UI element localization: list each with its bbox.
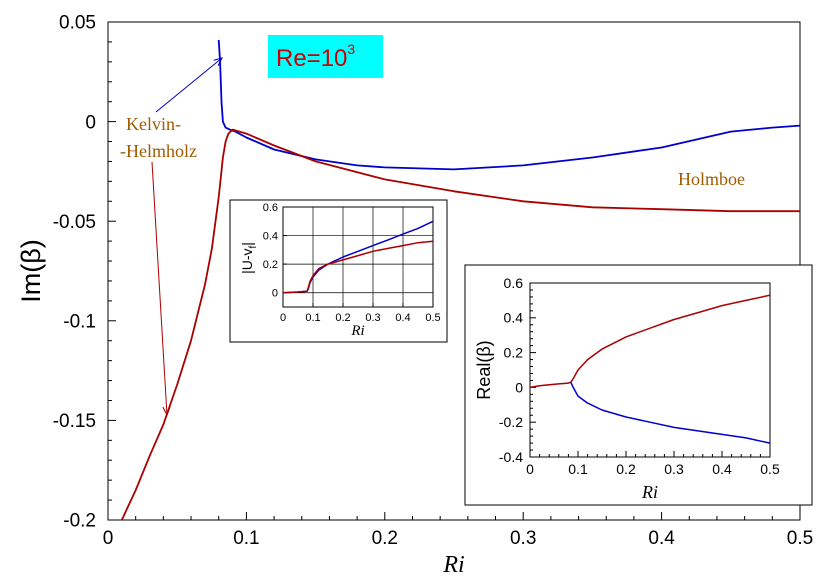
- annotation-kelvin-line1: Kelvin-: [126, 114, 181, 134]
- inset-velocity-plot: 0 0.1 0.2 0.3 0.4 0.5 0.6 0.4 0.2 0 Ri |U-vf|: [229, 199, 448, 343]
- main-xlabel: Ri: [442, 552, 464, 578]
- inset2-ylabel: Real(β): [474, 340, 494, 399]
- inset-real-part-plot: 0 0.1 0.2 0.3 0.4 0.5 0.6 0.4 0.2 0 -0.2 -0.4 Ri Re…: [464, 264, 813, 506]
- x-tick-label: 0.5: [760, 461, 780, 477]
- y-tick-label: 0.2: [504, 345, 524, 361]
- x-tick-label: 0.1: [233, 528, 259, 549]
- series-line-2: [120, 128, 800, 521]
- series-line-1: [217, 39, 801, 171]
- x-tick-label: 0.3: [365, 312, 380, 324]
- x-tick-label: 0.4: [712, 461, 732, 477]
- y-tick-label: -0.2: [499, 414, 523, 430]
- inset1-series: [282, 220, 434, 294]
- y-tick-label: 0.2: [263, 259, 278, 271]
- series-line-2: [570, 381, 771, 444]
- x-tick-label: 0: [280, 312, 286, 324]
- inset2-series: [529, 294, 771, 444]
- x-tick-label: 0: [103, 528, 114, 549]
- inset1-ylabel: |U-vf|: [239, 242, 259, 274]
- x-tick-label: 0.5: [425, 312, 440, 324]
- x-tick-label: 0.4: [395, 312, 410, 324]
- annotation-arrow-red: [151, 161, 167, 415]
- x-tick-label: 0: [526, 461, 534, 477]
- series-line-1: [529, 294, 771, 389]
- x-tick-label: 0.3: [664, 461, 684, 477]
- x-tick-label: 0.4: [648, 528, 675, 549]
- y-tick-label: 0.6: [263, 202, 278, 214]
- x-tick-label: 0.2: [372, 528, 398, 549]
- y-tick-label: -0.1: [63, 311, 96, 332]
- y-tick-label: -0.2: [63, 511, 96, 532]
- y-tick-label: 0.4: [504, 310, 524, 326]
- annotation-kelvin-line2: -Helmholz: [120, 141, 197, 161]
- y-tick-label: 0: [85, 112, 96, 133]
- annotation-holmboe: Holmboe: [678, 169, 745, 189]
- y-tick-label: -0.05: [53, 212, 96, 233]
- inset1-xlabel: Ri: [350, 323, 364, 339]
- re-badge-label: Re=103: [276, 41, 355, 72]
- y-tick-label: -0.15: [53, 411, 96, 432]
- y-tick-label: 0: [272, 288, 278, 300]
- inset2-xlabel: Ri: [641, 482, 658, 502]
- inset2-plot-frame: [529, 282, 771, 458]
- x-tick-label: 0.1: [568, 461, 588, 477]
- x-tick-label: 0.5: [787, 528, 813, 549]
- y-tick-label: 0.6: [504, 275, 524, 291]
- y-tick-label: 0.05: [59, 13, 96, 34]
- main-ylabel: Im(β): [16, 239, 46, 303]
- series-line-2: [282, 240, 434, 294]
- main-series: [120, 39, 801, 521]
- re-badge-background: [268, 35, 383, 78]
- x-tick-label: 0.3: [510, 528, 536, 549]
- x-tick-label: 0.2: [616, 461, 636, 477]
- re-badge: Re=103: [268, 35, 383, 78]
- y-tick-label: 0.4: [263, 230, 278, 242]
- y-tick-label: 0: [515, 379, 523, 395]
- x-tick-label: 0.1: [305, 312, 320, 324]
- inset2-ticks: 0 0.1 0.2 0.3 0.4 0.5 0.6 0.4 0.2 0 -0.2 -0.4: [499, 275, 780, 477]
- annotation-arrow-blue: [155, 58, 222, 113]
- inset1-ticks: 0 0.1 0.2 0.3 0.4 0.5 0.6 0.4 0.2 0: [263, 202, 441, 324]
- main-ticks: 0 0.1 0.2 0.3 0.4 0.5 0.05 0 -0.05 -0.1 -0.15 -0.2: [53, 13, 814, 549]
- x-tick-label: 0.2: [335, 312, 350, 324]
- y-tick-label: -0.4: [499, 449, 523, 465]
